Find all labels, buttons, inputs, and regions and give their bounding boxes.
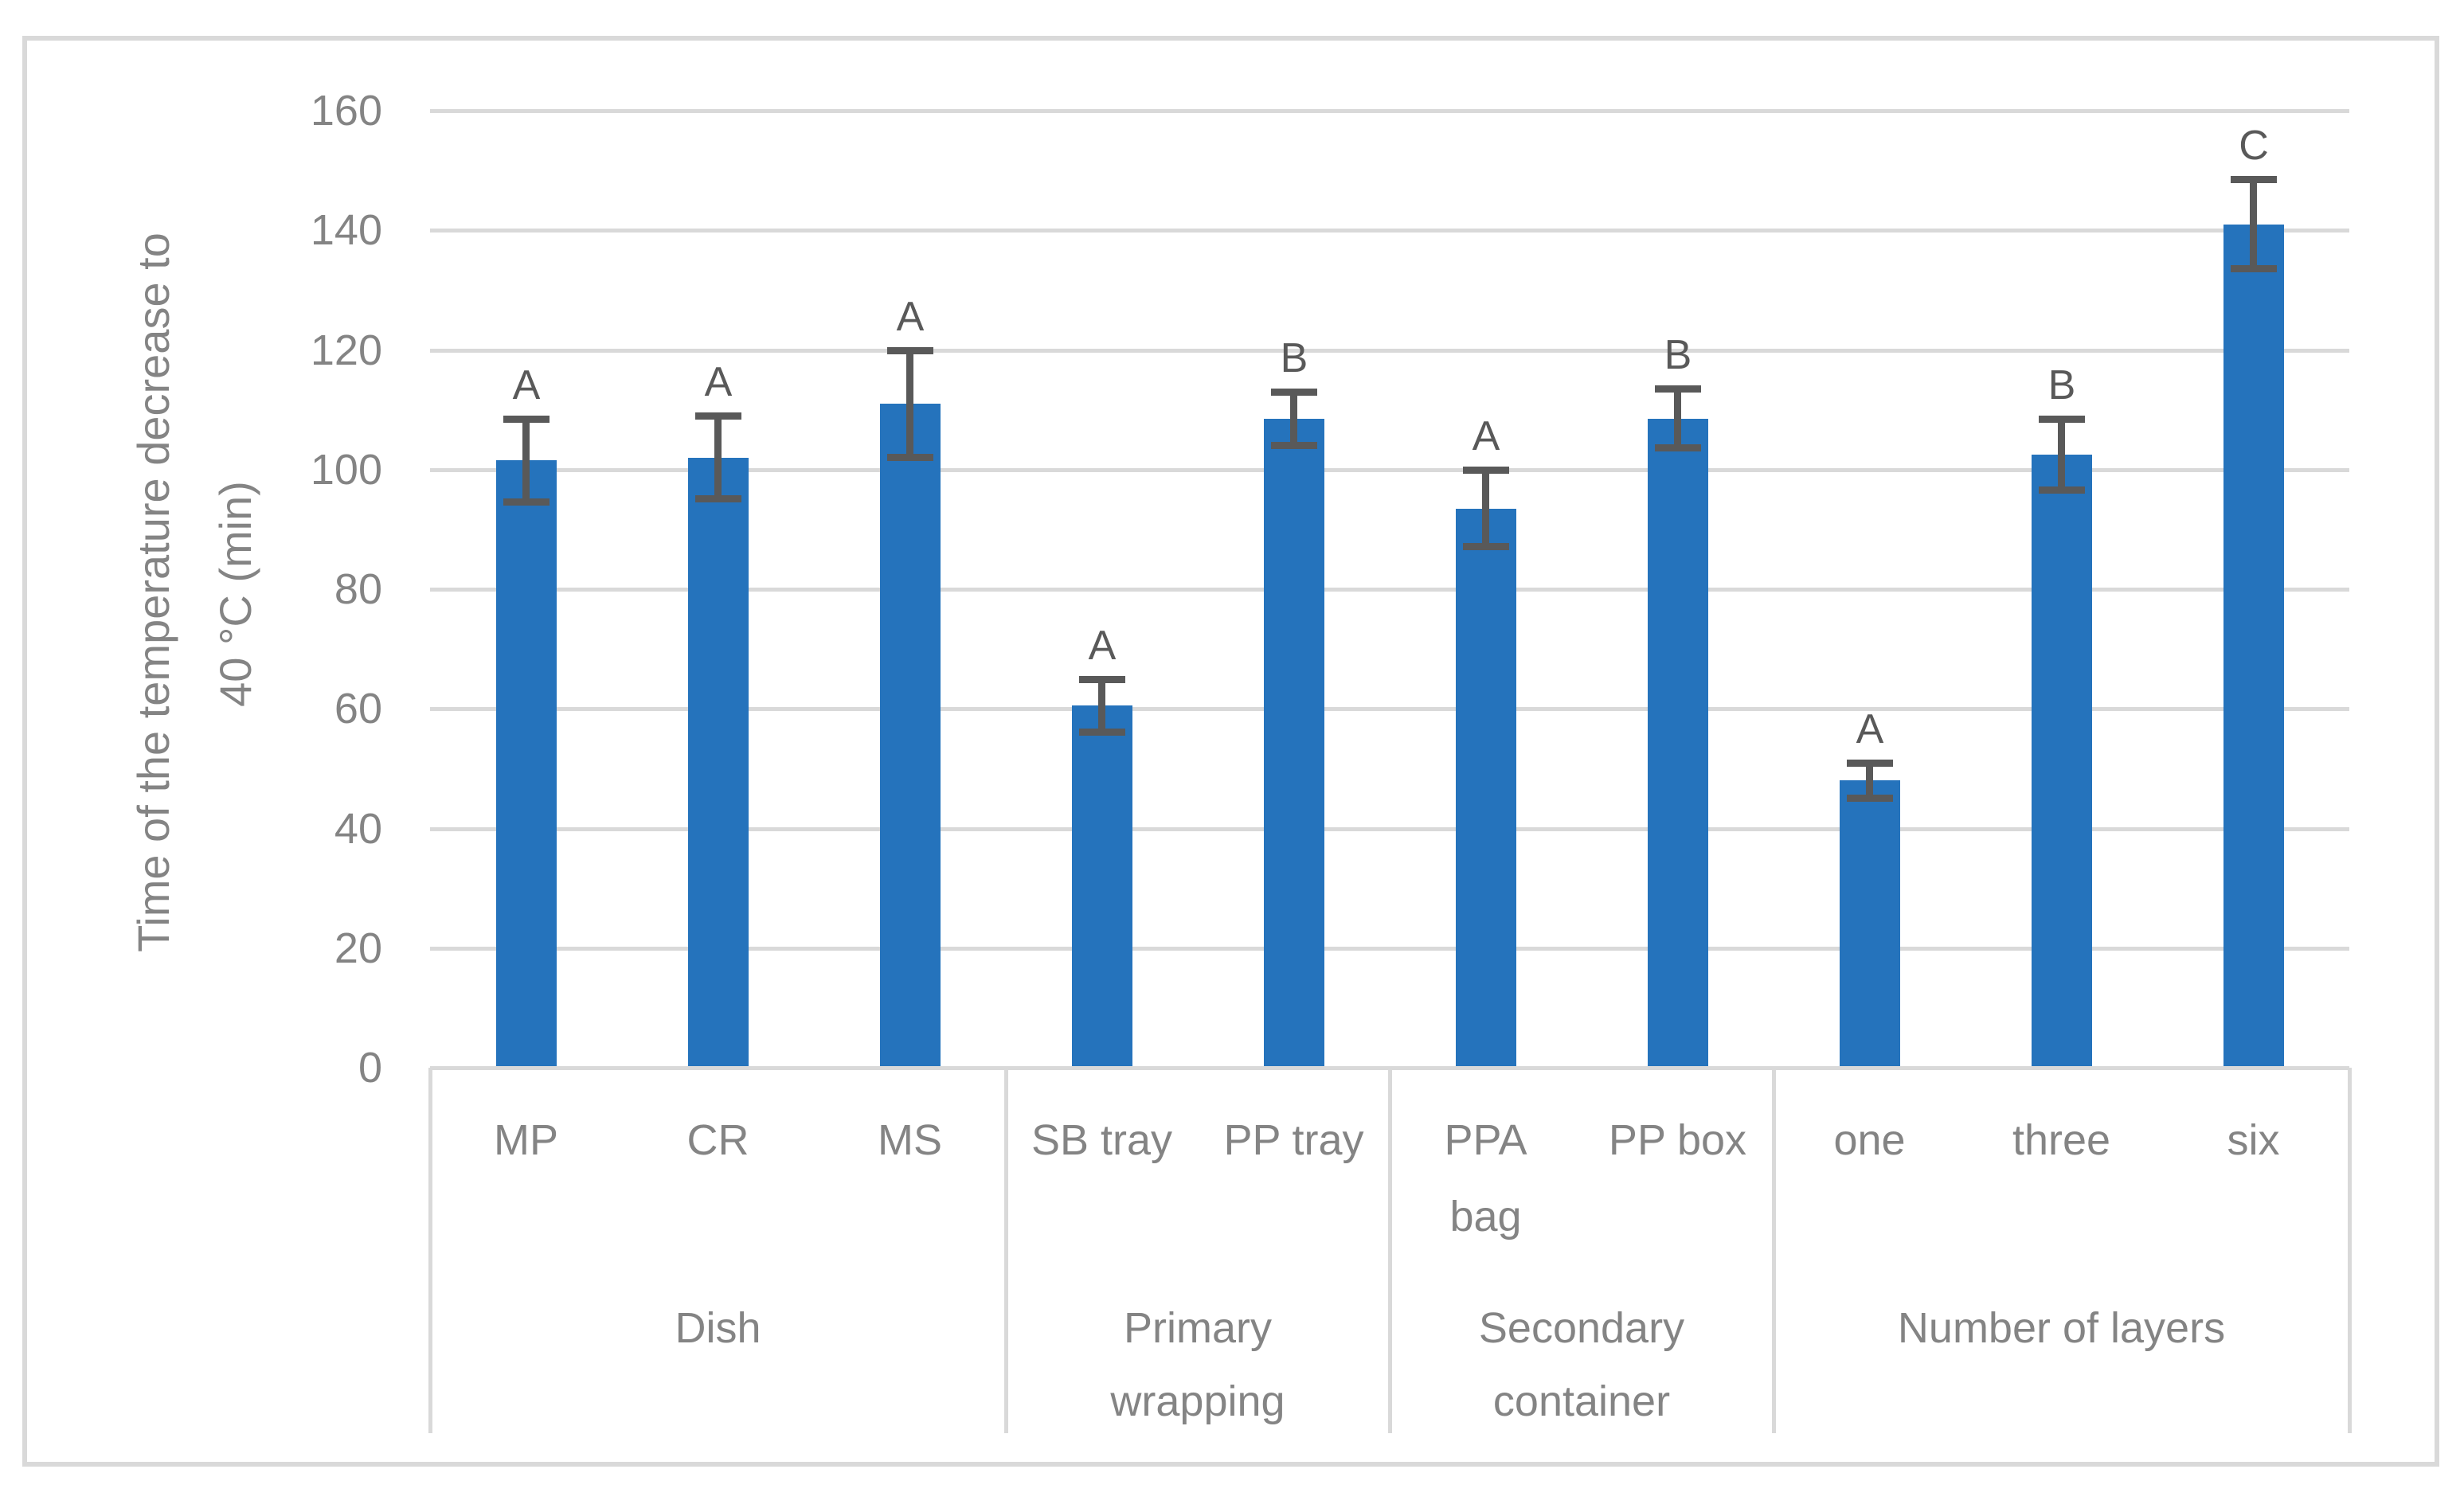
gridline-140: [430, 229, 2349, 232]
bar-mp: [496, 460, 557, 1068]
error-bar-cap-bottom: [1847, 795, 1893, 802]
bar-ppa-bag: [1456, 509, 1516, 1068]
y-tick-label-80: 80: [334, 565, 382, 613]
gridline-100: [430, 468, 2349, 472]
category-separator: [2348, 1068, 2352, 1433]
category-label-three: three: [2012, 1116, 2111, 1164]
significance-letter-a: A: [1472, 413, 1500, 459]
bar-pp-box: [1648, 419, 1708, 1068]
error-bar-line: [906, 350, 913, 458]
error-bar-cap-top: [1847, 760, 1893, 767]
category-separator: [1772, 1068, 1776, 1433]
y-axis-title-line-1: Time of the temperature decrease to: [128, 232, 178, 952]
error-bar-cap-bottom: [503, 498, 550, 506]
error-bar-cap-top: [2231, 176, 2277, 183]
y-tick-label-160: 160: [310, 87, 382, 135]
error-bar-cap-bottom: [1655, 444, 1701, 451]
significance-letter-a: A: [512, 362, 541, 408]
gridline-120: [430, 349, 2349, 353]
error-bar-line: [1290, 392, 1297, 446]
error-bar-cap-top: [695, 412, 741, 420]
significance-letter-c: C: [2239, 123, 2269, 169]
category-separator: [1004, 1068, 1008, 1433]
group-label-secondary-container: Secondary container: [1478, 1304, 1685, 1425]
category-separator: [428, 1068, 432, 1433]
category-label-sb-tray: SB tray: [1031, 1116, 1173, 1164]
error-bar-line: [1674, 389, 1681, 448]
group-label-dish: Dish: [675, 1304, 761, 1352]
error-bar-line: [1866, 763, 1873, 799]
bar-one: [1840, 780, 1900, 1068]
gridline-20: [430, 947, 2349, 951]
error-bar-cap-top: [887, 347, 933, 354]
significance-letter-b: B: [1280, 335, 1308, 381]
error-bar-cap-bottom: [1079, 729, 1125, 736]
error-bar-cap-bottom: [2039, 486, 2085, 494]
gridline-160: [430, 109, 2349, 113]
significance-letter-b: B: [2047, 362, 2076, 408]
bar-cr: [688, 458, 749, 1068]
category-label-six: six: [2227, 1116, 2280, 1164]
chart-outer-border: [22, 36, 2439, 1467]
y-tick-label-60: 60: [334, 685, 382, 733]
bar-six: [2223, 225, 2284, 1068]
error-bar-cap-top: [1271, 389, 1317, 396]
error-bar-cap-top: [503, 416, 550, 423]
error-bar-line: [1098, 679, 1105, 733]
y-tick-label-20: 20: [334, 924, 382, 972]
y-tick-label-100: 100: [310, 446, 382, 494]
error-bar-cap-top: [2039, 416, 2085, 423]
error-bar-cap-bottom: [887, 454, 933, 461]
y-tick-label-0: 0: [358, 1044, 382, 1092]
significance-letter-a: A: [896, 294, 925, 340]
error-bar-cap-top: [1655, 385, 1701, 393]
gridline-60: [430, 707, 2349, 711]
error-bar-cap-bottom: [695, 495, 741, 502]
gridline-80: [430, 588, 2349, 592]
group-label-number-of-layers: Number of layers: [1897, 1304, 2226, 1352]
error-bar-line: [714, 416, 722, 499]
error-bar-line: [2058, 419, 2065, 490]
category-separator: [1388, 1068, 1392, 1433]
error-bar-line: [2250, 179, 2257, 269]
error-bar-cap-bottom: [1271, 442, 1317, 449]
bar-pp-tray: [1264, 419, 1324, 1068]
significance-letter-a: A: [704, 359, 733, 405]
error-bar-line: [1482, 470, 1489, 547]
error-bar-cap-top: [1463, 467, 1509, 474]
category-label-ms: MS: [878, 1116, 942, 1164]
bar-three: [2032, 455, 2092, 1068]
category-label-pp-box: PP box: [1608, 1116, 1747, 1164]
y-tick-label-40: 40: [334, 805, 382, 853]
bar-sb-tray: [1072, 705, 1132, 1068]
gridline-40: [430, 827, 2349, 831]
group-label-primary-wrapping: Primary wrapping: [1110, 1304, 1285, 1425]
error-bar-cap-bottom: [2231, 265, 2277, 272]
category-label-cr: CR: [686, 1116, 749, 1164]
y-tick-label-140: 140: [310, 206, 382, 254]
error-bar-cap-top: [1079, 676, 1125, 683]
error-bar-line: [522, 419, 530, 502]
category-label-ppa-bag: PPA bag: [1444, 1116, 1527, 1240]
significance-letter-a: A: [1088, 623, 1117, 669]
category-label-pp-tray: PP tray: [1223, 1116, 1364, 1164]
error-bar-cap-bottom: [1463, 543, 1509, 550]
category-label-mp: MP: [494, 1116, 558, 1164]
significance-letter-a: A: [1856, 706, 1884, 752]
category-label-one: one: [1833, 1116, 1906, 1164]
y-tick-label-120: 120: [310, 326, 382, 374]
bar-ms: [880, 404, 941, 1068]
significance-letter-b: B: [1664, 332, 1692, 378]
